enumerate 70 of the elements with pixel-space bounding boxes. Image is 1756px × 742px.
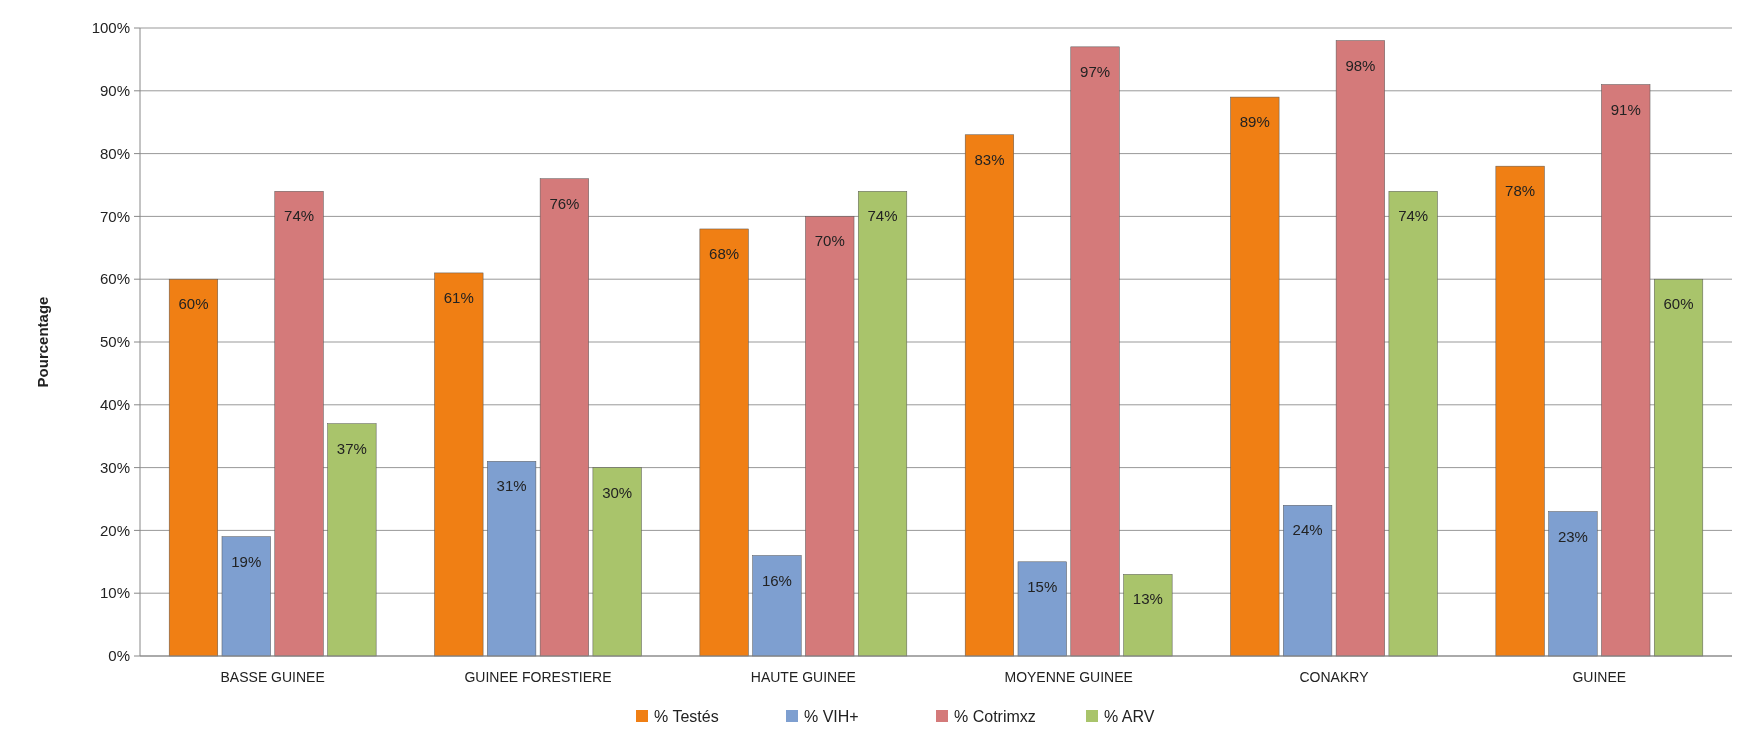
y-tick-label: 80%: [99, 144, 130, 162]
bar: [857, 191, 908, 657]
bar: [1548, 511, 1598, 657]
bar: [168, 278, 219, 657]
x-tick-label: BASSE GUINEE: [220, 669, 325, 685]
y-tick-label: 70%: [99, 207, 130, 225]
data-label: 15%: [1027, 577, 1058, 595]
bar: [327, 423, 377, 657]
bar: [1653, 278, 1704, 657]
data-label: 60%: [178, 295, 209, 313]
data-label: 30%: [602, 483, 633, 501]
data-label: 19%: [231, 552, 262, 570]
data-label: 70%: [814, 232, 845, 250]
data-label: 24%: [1292, 521, 1323, 539]
bar: [1601, 84, 1651, 657]
y-tick-label: 20%: [99, 521, 130, 539]
data-label: 76%: [549, 194, 580, 212]
data-label: 98%: [1345, 56, 1376, 74]
data-label: 78%: [1505, 182, 1536, 200]
y-tick-label: 10%: [99, 584, 130, 602]
data-label: 97%: [1080, 62, 1111, 80]
legend-label: % Testés: [654, 708, 719, 725]
legend-label: % Cotrimxz: [954, 708, 1036, 725]
legend-label: % VIH+: [804, 708, 859, 725]
data-label: 60%: [1663, 295, 1694, 313]
bar: [1230, 96, 1280, 657]
y-tick-label: 40%: [99, 396, 130, 414]
y-tick-label: 90%: [99, 82, 130, 100]
y-tick-label: 60%: [99, 270, 130, 288]
bar: [539, 178, 589, 657]
data-label: 74%: [1398, 207, 1429, 225]
bar: [752, 555, 802, 657]
y-tick-label: 0%: [108, 647, 130, 665]
bar: [592, 467, 642, 657]
bar: [1017, 561, 1067, 657]
data-label: 68%: [709, 244, 740, 262]
x-tick-label: CONAKRY: [1299, 669, 1370, 685]
bar: [1283, 505, 1333, 657]
data-label: 83%: [974, 150, 1005, 168]
bar: [434, 272, 484, 657]
bar: [487, 461, 537, 657]
data-label: 89%: [1239, 113, 1270, 131]
bar: [274, 191, 324, 657]
bar: [964, 134, 1015, 657]
data-label: 13%: [1132, 590, 1163, 608]
bar: [699, 228, 749, 657]
data-label: 31%: [496, 477, 527, 495]
bar: [1495, 165, 1545, 657]
data-label: 37%: [336, 439, 367, 457]
x-tick-label: GUINEE: [1572, 669, 1627, 685]
bar: [1070, 46, 1120, 657]
data-label: 16%: [761, 571, 792, 589]
data-label: 74%: [867, 207, 898, 225]
bar: [1123, 574, 1173, 657]
data-label: 91%: [1610, 100, 1641, 118]
bar: [221, 536, 271, 657]
data-label: 74%: [284, 207, 315, 225]
bar: [1335, 40, 1385, 657]
y-tick-label: 100%: [91, 19, 130, 37]
legend-label: % ARV: [1104, 708, 1155, 725]
data-label: 61%: [443, 288, 474, 306]
y-tick-label: 30%: [99, 458, 130, 476]
x-tick-label: MOYENNE GUINEE: [1004, 669, 1133, 685]
y-tick-label: 50%: [99, 333, 130, 351]
bar: [1388, 191, 1438, 657]
bar: [805, 216, 855, 657]
x-tick-label: GUINEE FORESTIERE: [464, 669, 612, 685]
x-tick-label: HAUTE GUINEE: [750, 669, 856, 685]
data-label: 23%: [1557, 527, 1588, 545]
y-axis-title: Pourcentage: [34, 296, 51, 388]
